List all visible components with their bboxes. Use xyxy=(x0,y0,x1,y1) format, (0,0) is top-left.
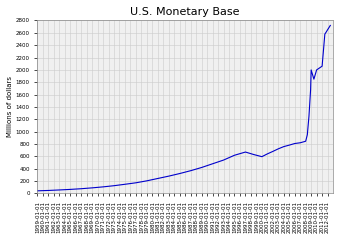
Title: U.S. Monetary Base: U.S. Monetary Base xyxy=(131,7,240,17)
Y-axis label: Millions of dollars: Millions of dollars xyxy=(7,77,13,138)
